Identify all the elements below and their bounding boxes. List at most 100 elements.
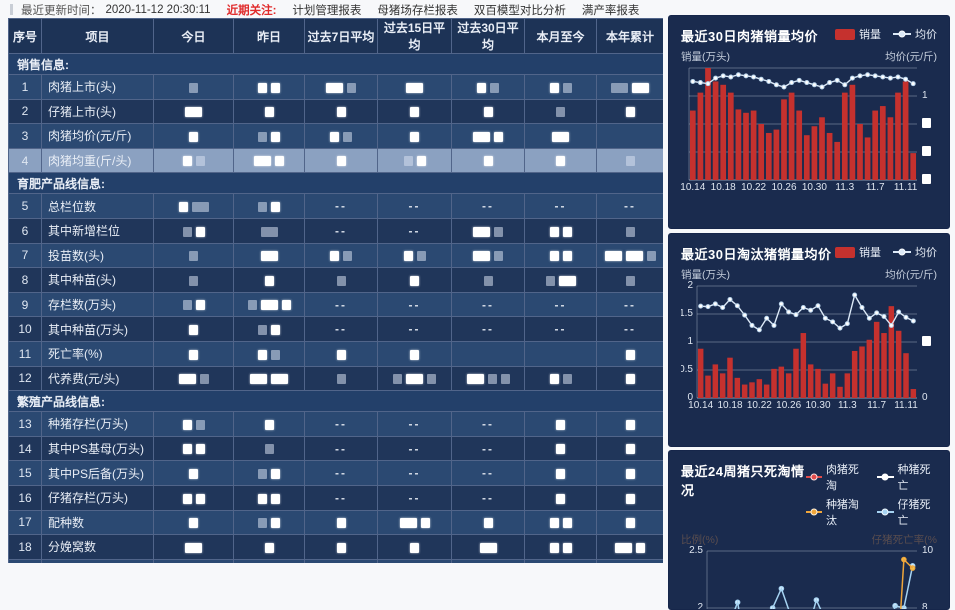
redacted-value-block bbox=[479, 542, 497, 553]
value-cell: -- bbox=[451, 411, 525, 437]
table-row-12[interactable]: 12 代养费(元/头) bbox=[8, 365, 663, 392]
x-tick-label: 11.7 bbox=[865, 182, 885, 193]
table-row-19[interactable]: 19窝均活仔(头/窝) bbox=[8, 558, 663, 563]
table-row-15[interactable]: 15 其中PS后备(万头) -- -- -- bbox=[8, 460, 663, 486]
topbar-link-1[interactable]: 计划管理报表 bbox=[292, 4, 362, 17]
redacted-value-block bbox=[258, 468, 267, 479]
table-row-17[interactable]: 17 配种数 bbox=[8, 509, 663, 536]
value-cell bbox=[304, 534, 378, 560]
value-cell bbox=[153, 340, 234, 367]
section-row: 育肥产品线信息: bbox=[8, 172, 663, 195]
axis-tick-label: 0.5 bbox=[681, 364, 693, 375]
table-row-8[interactable]: 8 其中种苗(头) bbox=[8, 267, 663, 293]
redacted-value-block bbox=[625, 349, 635, 360]
value-cell bbox=[524, 267, 597, 293]
value-cell bbox=[524, 558, 597, 563]
value-cell bbox=[233, 267, 305, 293]
value-cell bbox=[596, 534, 663, 560]
table-row-5[interactable]: 5 总栏位数 -- -- -- -- -- bbox=[8, 193, 663, 219]
x-tick-label: 11.7 bbox=[867, 400, 887, 411]
legend-label: 销量 bbox=[859, 29, 881, 41]
y-axis-right-label: 仔猪死亡率(% bbox=[871, 534, 937, 546]
value-cell bbox=[377, 98, 452, 125]
value-cell bbox=[304, 558, 378, 563]
legend-item-种猪淘汰[interactable]: 种猪淘汰 bbox=[805, 496, 866, 528]
redacted-value-block bbox=[281, 300, 291, 311]
redacted-value-block bbox=[189, 324, 198, 335]
redacted-value-block bbox=[195, 493, 205, 504]
value-cell: -- bbox=[596, 316, 663, 342]
table-row-13[interactable]: 13 种猪存栏(万头) -- -- -- bbox=[8, 411, 663, 437]
redacted-dash: -- bbox=[335, 490, 347, 505]
legend-item-均价[interactable]: 均价 bbox=[893, 244, 937, 260]
table-row-14[interactable]: 14 其中PS基母(万头) -- -- -- bbox=[8, 435, 663, 462]
redacted-dash: -- bbox=[335, 441, 347, 456]
axis-tick-label: 2.5 bbox=[689, 545, 703, 556]
legend-item-销量[interactable]: 销量 bbox=[835, 244, 881, 260]
x-tick-label: 10.22 bbox=[741, 182, 767, 193]
table-row-11[interactable]: 11 死亡率(%) bbox=[8, 340, 663, 367]
value-cell bbox=[596, 411, 663, 437]
redacted-value-block bbox=[185, 107, 202, 118]
value-cell bbox=[153, 123, 234, 149]
table-row-9[interactable]: 9 存栏数(万头) -- -- -- -- -- bbox=[8, 291, 663, 318]
row-number: 6 bbox=[8, 217, 42, 244]
table-row-6[interactable]: 6 其中新增栏位 -- -- bbox=[8, 217, 663, 244]
value-cell bbox=[153, 509, 234, 536]
redacted-value-block bbox=[189, 251, 198, 262]
row-label: 种猪存栏(万头) bbox=[41, 411, 154, 437]
table-row-4[interactable]: 4 肉猪均重(斤/头) bbox=[8, 147, 663, 174]
value-cell bbox=[377, 267, 452, 293]
row-label: 死亡率(%) bbox=[41, 340, 154, 367]
legend-item-销量[interactable]: 销量 bbox=[835, 26, 881, 42]
table-row-3[interactable]: 3 肉猪均价(元/斤) bbox=[8, 123, 663, 149]
table-row-16[interactable]: 16 仔猪存栏(万头) -- -- -- bbox=[8, 484, 663, 511]
redacted-value-block bbox=[487, 374, 497, 385]
value-cell: -- bbox=[304, 435, 378, 462]
row-number: 12 bbox=[8, 365, 42, 392]
redacted-value-block bbox=[336, 349, 346, 360]
table-row-7[interactable]: 7 投苗数(头) bbox=[8, 242, 663, 269]
redacted-value-block bbox=[410, 275, 419, 286]
topbar-link-2[interactable]: 母猪场存栏报表 bbox=[377, 4, 458, 17]
value-cell bbox=[233, 509, 305, 536]
axis-tick-label: 0 bbox=[687, 392, 693, 403]
redacted-value-block bbox=[494, 251, 503, 262]
value-cell bbox=[377, 242, 452, 269]
legend-item-肉猪死淘[interactable]: 肉猪死淘 bbox=[805, 461, 866, 493]
table-row-10[interactable]: 10 其中种苗(万头) -- -- -- -- -- bbox=[8, 316, 663, 342]
value-cell: -- bbox=[304, 291, 378, 318]
redacted-value-block bbox=[330, 251, 339, 262]
redacted-value-block bbox=[562, 82, 572, 93]
redacted-value-block bbox=[271, 349, 280, 360]
legend-item-种猪死亡[interactable]: 种猪死亡 bbox=[877, 461, 937, 493]
x-tick-label: 10.30 bbox=[805, 400, 831, 411]
section-row: 繁殖产品线信息: bbox=[8, 390, 663, 413]
row-number: 18 bbox=[8, 534, 42, 560]
chart-plot-area: 2.510281.56 bbox=[681, 545, 937, 609]
report-table: 序号 项目 今日 昨日 过去7日平均 过去15日平均 过去30日平均 本月至今 本年累计 销售信… bbox=[8, 18, 663, 563]
y-axis-left-label: 销量(万头) bbox=[681, 51, 730, 63]
value-cell bbox=[451, 242, 525, 269]
topbar-link-3[interactable]: 双百模型对比分析 bbox=[473, 4, 566, 17]
value-cell bbox=[304, 74, 378, 100]
redacted-value-block bbox=[271, 493, 280, 504]
redacted-value-block bbox=[625, 226, 635, 237]
redacted-value-block bbox=[410, 349, 419, 360]
legend-item-均价[interactable]: 均价 bbox=[893, 26, 937, 42]
value-cell bbox=[304, 365, 378, 392]
topbar-link-4[interactable]: 满产率报表 bbox=[581, 4, 640, 17]
col-header-7: 过去30日平均 bbox=[451, 18, 525, 54]
chart-svg bbox=[696, 285, 917, 399]
col-header-5: 过去7日平均 bbox=[304, 18, 378, 54]
table-row-2[interactable]: 2 仔猪上市(头) bbox=[8, 98, 663, 125]
table-row-18[interactable]: 18 分娩窝数 bbox=[8, 534, 663, 560]
y-axis-left-label: 比例(%) bbox=[681, 534, 719, 546]
legend-dot-icon bbox=[810, 473, 818, 481]
table-row-1[interactable]: 1 肉猪上市(头) bbox=[8, 74, 663, 100]
legend-label: 种猪死亡 bbox=[897, 464, 931, 492]
redacted-value-block bbox=[271, 82, 280, 93]
value-cell bbox=[524, 74, 597, 100]
legend-item-仔猪死亡[interactable]: 仔猪死亡 bbox=[877, 496, 937, 528]
redacted-value-block bbox=[552, 131, 569, 142]
